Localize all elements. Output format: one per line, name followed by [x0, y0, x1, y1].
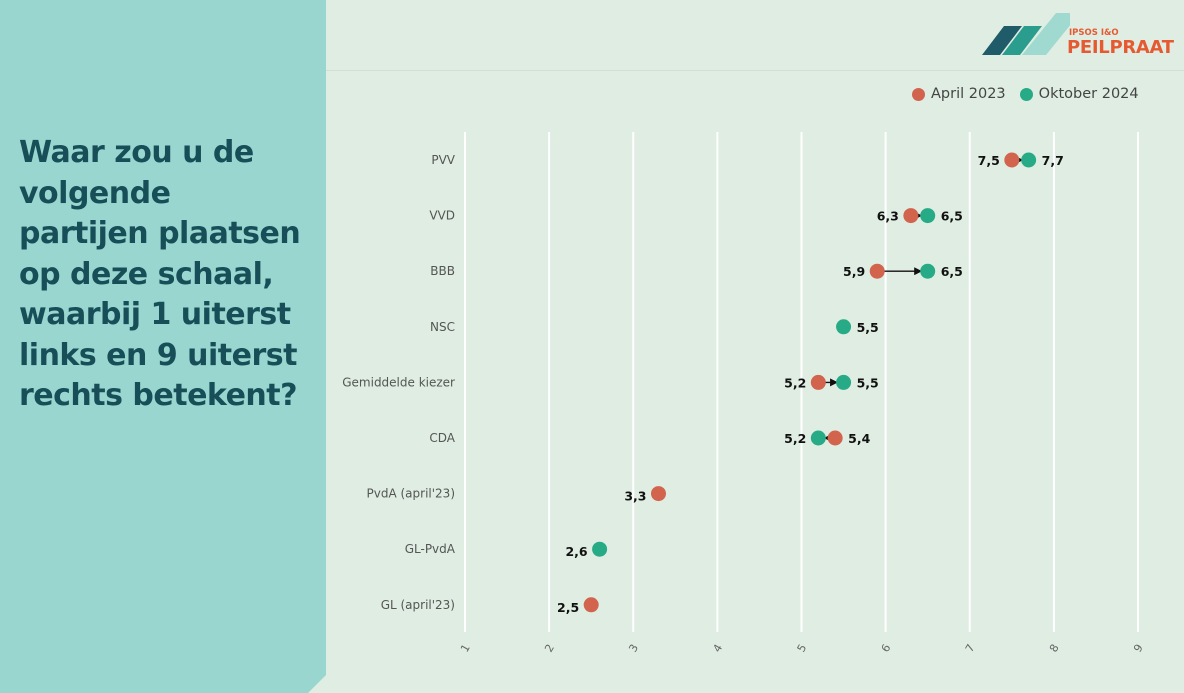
row-cda: CDA 5,2 5,4 [429, 430, 871, 446]
oktober-dot [920, 208, 936, 224]
april-dot-value-label: 3,3 [624, 489, 646, 504]
row-gl-april-23: GL (april'23) 2,5 [381, 597, 599, 615]
question-title: Waar zou u de volgende partijen plaatsen… [19, 135, 301, 413]
oktober-dot-value-label: 5,2 [784, 431, 806, 446]
oktober-dot-value-label: 6,5 [941, 209, 963, 224]
header-divider [326, 70, 1184, 71]
oktober-dot-value-label: 6,5 [941, 264, 963, 279]
oktober-dot [592, 541, 608, 557]
oktober-dot [920, 263, 936, 279]
april-dot [827, 430, 843, 446]
oktober-dot-value-label: 5,5 [857, 375, 879, 390]
row-bbb: BBB 5,9 6,5 [430, 263, 963, 279]
row-nsc: NSC 5,5 [430, 319, 879, 335]
legend-dot-april [912, 87, 925, 101]
april-dot [1004, 152, 1020, 168]
oktober-dot [836, 319, 852, 335]
x-tick-label-7: 7 [963, 642, 978, 655]
april-dot [903, 208, 919, 224]
grid-lines [464, 132, 1139, 632]
logo-text-peilpraat: PEILPRAAT [1067, 37, 1174, 58]
april-dot-value-label: 5,4 [848, 431, 870, 446]
x-tick-label-9: 9 [1131, 642, 1146, 655]
category-label: PVV [431, 153, 455, 167]
row-gl-pvda: GL-PvdA 2,6 [405, 541, 608, 559]
april-dot [810, 374, 826, 390]
category-label: NSC [430, 320, 455, 334]
legend-label-april: April 2023 [931, 86, 1006, 102]
april-dot [583, 597, 599, 613]
x-tick-label-3: 3 [626, 642, 641, 655]
april-dot-value-label: 6,3 [877, 209, 899, 224]
category-label: PvdA (april'23) [367, 487, 455, 501]
category-label: CDA [429, 431, 455, 445]
legend-label-oktober: Oktober 2024 [1038, 86, 1139, 102]
x-tick-label-5: 5 [795, 642, 810, 655]
chart-legend: April 2023 Oktober 2024 [912, 84, 1139, 104]
oktober-dot-value-label: 5,5 [857, 320, 879, 335]
april-dot-value-label: 5,2 [784, 375, 806, 390]
question-panel: Waar zou u de volgende partijen plaatsen… [0, 0, 326, 693]
category-label: Gemiddelde kiezer [342, 375, 455, 389]
april-dot-value-label: 5,9 [843, 264, 865, 279]
x-tick-label-1: 1 [458, 642, 473, 655]
x-tick-label-8: 8 [1047, 642, 1062, 655]
category-label: GL-PvdA [405, 542, 456, 556]
category-label: VVD [429, 209, 455, 223]
logo-stripes-icon [982, 13, 1080, 55]
oktober-dot [836, 374, 852, 390]
oktober-dot [810, 430, 826, 446]
april-dot [650, 486, 666, 502]
oktober-dot-value-label: 2,6 [565, 544, 587, 559]
april-dot-value-label: 2,5 [557, 600, 579, 615]
category-label: BBB [430, 264, 455, 278]
x-tick-label-6: 6 [879, 642, 894, 655]
oktober-dot [1021, 152, 1037, 168]
row-vvd: VVD 6,3 6,5 [429, 208, 963, 224]
april-dot [869, 263, 885, 279]
row-pvda-april-23: PvdA (april'23) 3,3 [367, 486, 666, 504]
x-tick-label-4: 4 [710, 642, 725, 655]
oktober-dot-value-label: 7,7 [1042, 153, 1064, 168]
logo-text-ipsos: IPSOS I&O [1069, 28, 1119, 38]
legend-dot-oktober [1019, 87, 1033, 101]
panel-corner-cut [308, 675, 326, 693]
ipsos-peilpraat-logo: IPSOS I&O PEILPRAAT [980, 12, 1174, 58]
x-tick-label-2: 2 [542, 642, 557, 655]
row-gemiddelde-kiezer: Gemiddelde kiezer 5,2 5,5 [342, 374, 879, 390]
row-pvv: PVV 7,5 7,7 [431, 152, 1064, 168]
x-axis-ticks: 1 2 3 4 5 6 7 8 9 [458, 642, 1146, 655]
category-label: GL (april'23) [381, 598, 455, 612]
april-dot-value-label: 7,5 [978, 153, 1000, 168]
